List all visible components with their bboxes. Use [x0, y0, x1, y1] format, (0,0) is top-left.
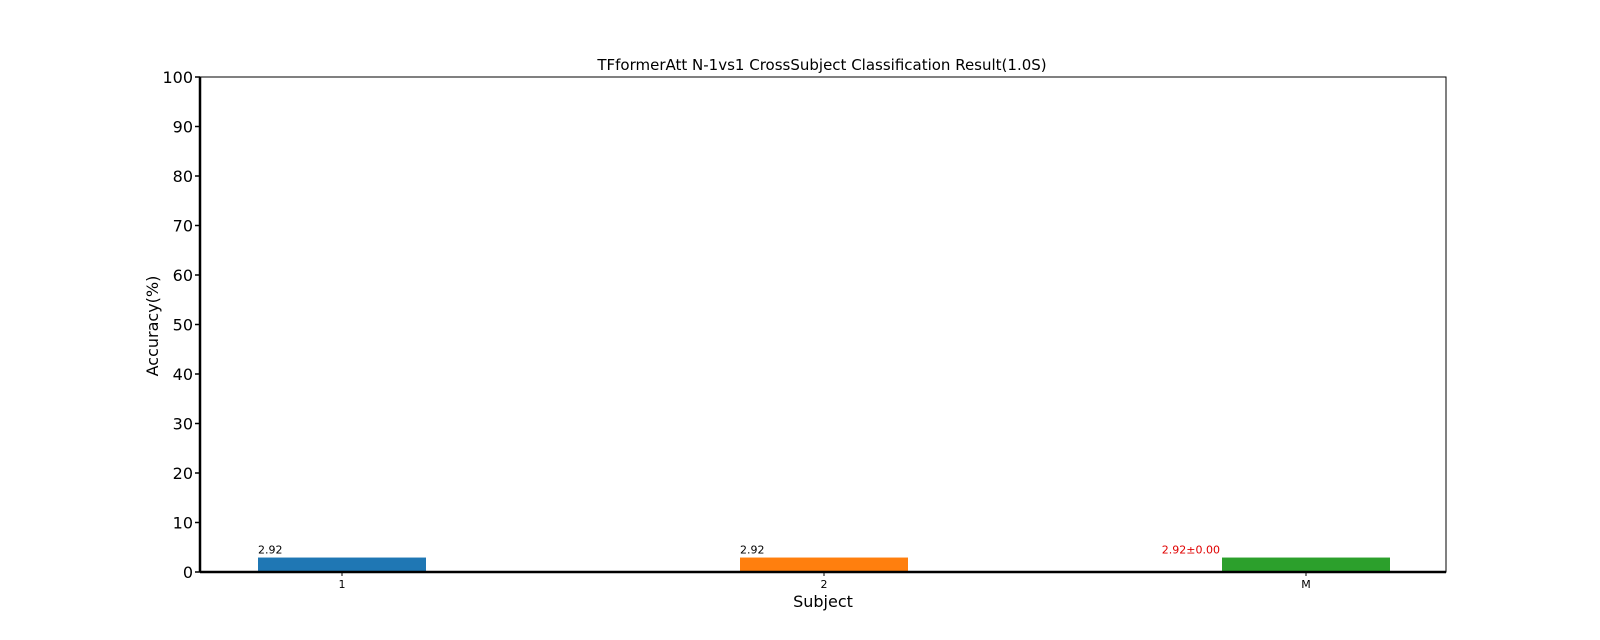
x-tick-label: 1	[339, 578, 346, 591]
bar-2	[740, 557, 908, 572]
y-tick-label: 40	[173, 365, 193, 384]
y-tick-label: 50	[173, 316, 193, 335]
y-axis-label: Accuracy(%)	[143, 276, 162, 377]
y-tick-label: 60	[173, 266, 193, 285]
bar-value-label: 2.92	[258, 544, 283, 557]
bar-m	[1222, 557, 1390, 572]
x-tick-label: 2	[821, 578, 828, 591]
y-tick-label: 30	[173, 415, 193, 434]
y-tick-label: 90	[173, 118, 193, 137]
chart-title: TFformerAtt N-1vs1 CrossSubject Classifi…	[596, 56, 1046, 74]
plot-area: 0 10 20 30 40 50 60 70 80 90 100 1 2.92 2 2.92 M 2.92±0.…	[162, 68, 1390, 591]
y-tick-label: 20	[173, 464, 193, 483]
bar-1	[258, 557, 426, 572]
bar-value-label: 2.92	[740, 544, 765, 557]
x-tick-label: M	[1301, 578, 1311, 591]
plot-frame	[199, 76, 1447, 573]
y-tick-label: 80	[173, 167, 193, 186]
y-tick-label: 70	[173, 217, 193, 236]
y-tick-label: 100	[162, 68, 193, 87]
y-tick-label: 10	[173, 514, 193, 533]
y-tick-label: 0	[183, 563, 193, 582]
bar-value-label: 2.92±0.00	[1162, 544, 1220, 557]
x-axis-label: Subject	[793, 592, 853, 611]
